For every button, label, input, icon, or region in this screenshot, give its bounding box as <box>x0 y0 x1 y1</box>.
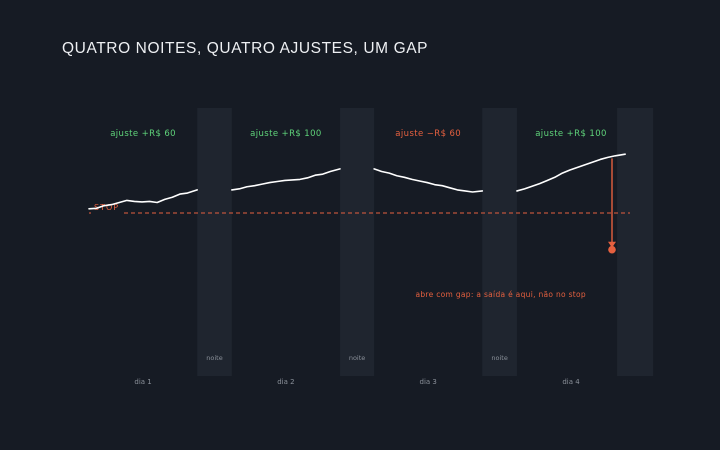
gap-exit-dot <box>608 245 616 254</box>
adjustment-label: ajuste −R$ 60 <box>395 129 461 139</box>
day-label: dia 4 <box>562 378 580 386</box>
adjustment-label: ajuste +R$ 100 <box>535 129 607 139</box>
night-band <box>617 108 654 376</box>
night-label: noite <box>349 354 365 362</box>
day-label: dia 2 <box>277 378 294 386</box>
stop-label: STOP <box>94 203 119 212</box>
price-series-line <box>231 168 341 191</box>
night-band <box>197 108 232 376</box>
price-series-line <box>88 189 198 210</box>
day-label: dia 3 <box>420 378 437 386</box>
night-label: noite <box>491 354 507 362</box>
night-band <box>482 108 517 376</box>
adjustment-label: ajuste +R$ 100 <box>250 129 322 139</box>
adjustment-label: ajuste +R$ 60 <box>110 129 176 139</box>
night-band <box>340 108 375 376</box>
day-label: dia 1 <box>134 378 151 386</box>
price-series-line <box>373 168 484 193</box>
chart-title: QUATRO NOITES, QUATRO AJUSTES, UM GAP <box>62 40 429 57</box>
gap-arrow-head <box>608 241 616 248</box>
price-series-line <box>516 153 626 192</box>
gap-annotation: abre com gap: a saída é aqui, não no sto… <box>415 290 586 299</box>
night-label: noite <box>206 354 222 362</box>
